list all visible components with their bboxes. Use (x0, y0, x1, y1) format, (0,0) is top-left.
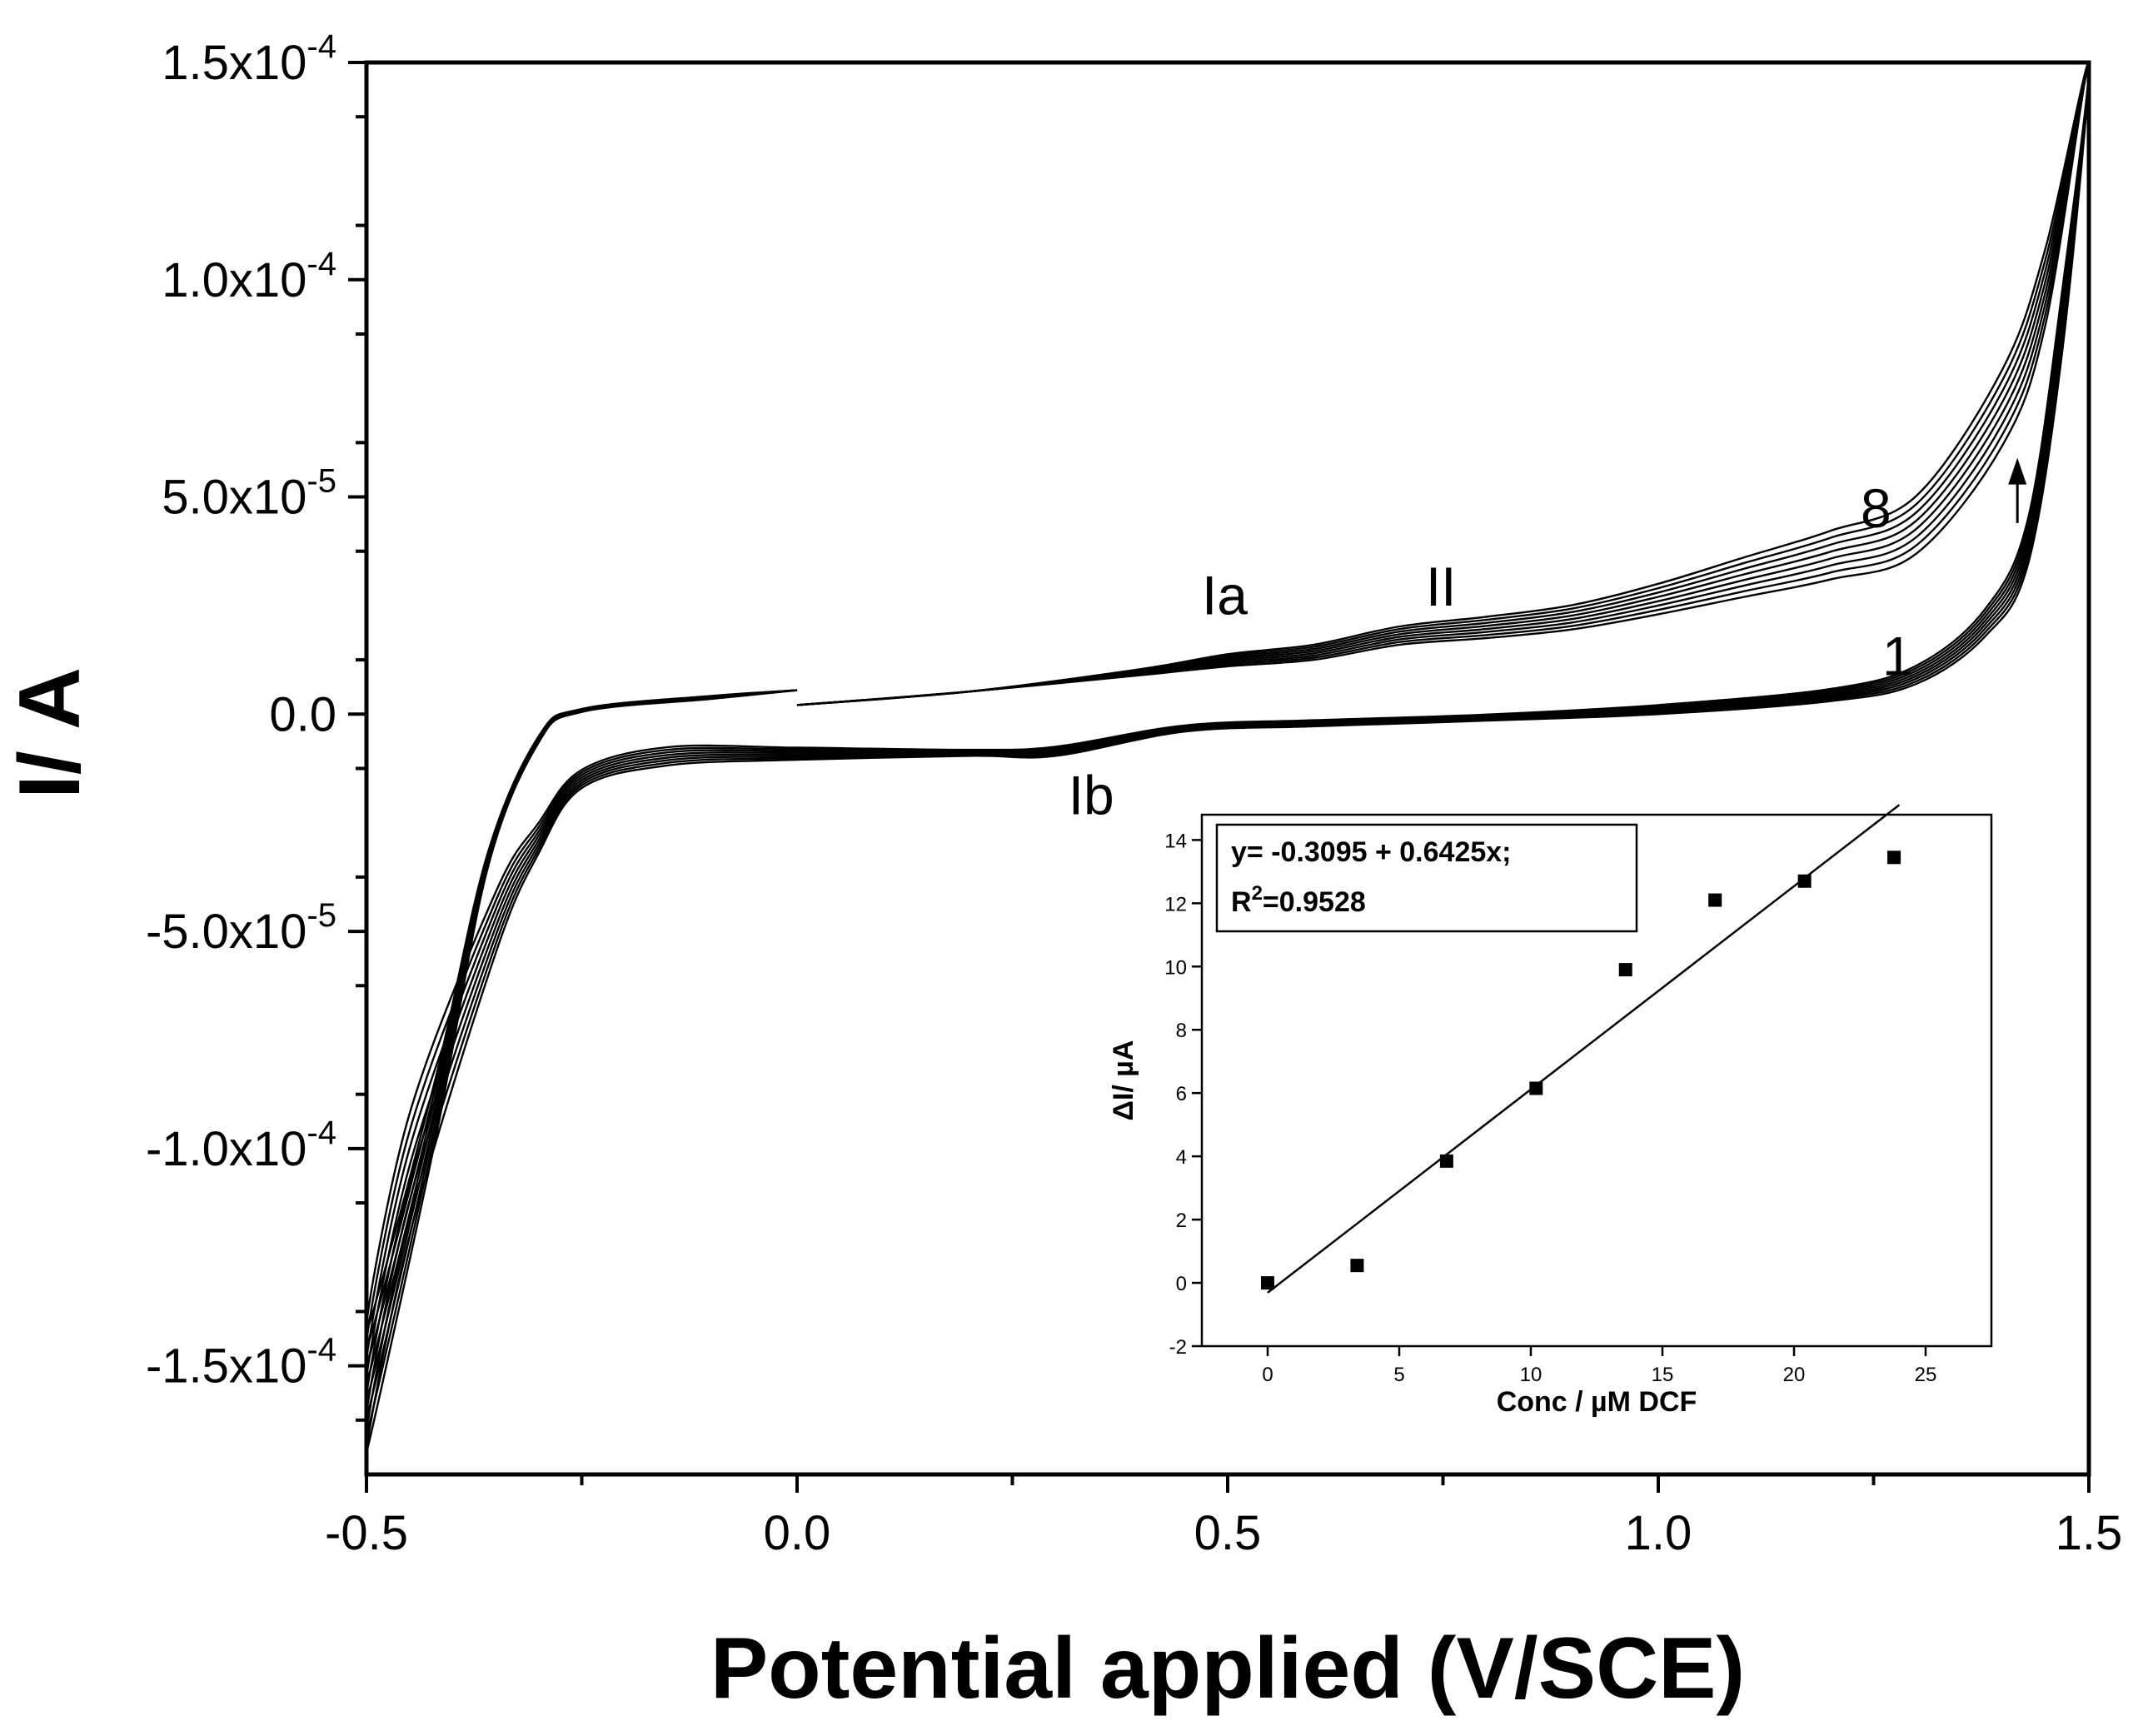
main-x-tick-label: 0.0 (764, 1506, 831, 1560)
main-y-tick-label: -1.5x10-4 (146, 1332, 336, 1394)
inset-x-tick-label: 20 (1783, 1364, 1806, 1386)
main-x-tick-label: 1.0 (1625, 1506, 1692, 1560)
main-y-tick-label: 0.0 (269, 687, 336, 741)
peak-annotations: Ia II Ib 8 1 (1069, 477, 1913, 826)
main-y-tick-exponent: -4 (307, 246, 336, 282)
main-x-axis-title: Potential applied (V/SCE) (710, 1620, 1745, 1717)
main-y-tick-mantissa: 1.0x10 (162, 253, 307, 307)
inset-x-tick-label: 10 (1520, 1364, 1542, 1386)
r-squared: R2=0.9528 (1231, 882, 1366, 918)
inset-x-axis-title: Conc / µM DCF (1497, 1386, 1697, 1418)
main-y-tick-mantissa: -1.0x10 (146, 1122, 307, 1176)
inset-y-tick-label: 2 (1176, 1210, 1187, 1232)
main-chart: -0.5 0.0 0.5 1.0 1.5 1.5x10-41.0x10-45.0x10-… (2, 28, 2122, 1717)
main-y-tick-mantissa: 0.0 (269, 687, 336, 741)
inset-data-point (1708, 893, 1722, 907)
inset-y-tick-label: 4 (1176, 1146, 1187, 1169)
inset-data-points (1261, 851, 1901, 1290)
inset-y-tick-label: 12 (1164, 893, 1187, 915)
inset-x-ticks: 0 5 10 15 20 25 (1262, 1346, 1936, 1386)
main-y-tick-mantissa: 5.0x10 (162, 471, 307, 525)
equation-box-frame (1215, 823, 1638, 933)
inset-y-tick-label: 14 (1164, 830, 1187, 852)
main-y-tick-exponent: -5 (307, 897, 336, 934)
inset-y-tick-label: 0 (1176, 1273, 1187, 1295)
equation-box: y= -0.3095 + 0.6425x; R2=0.9528 (1215, 823, 1638, 933)
inset-y-tick-label: 10 (1164, 956, 1187, 979)
main-x-ticks: -0.5 0.0 0.5 1.0 1.5 (325, 1474, 2122, 1560)
inset-x-tick-label: 5 (1393, 1364, 1404, 1386)
inset-y-tick-label: -2 (1169, 1336, 1187, 1359)
main-y-tick-label: 1.0x10-4 (162, 246, 336, 307)
inset-y-tick-label: 8 (1176, 1020, 1187, 1042)
annotation-label: Ib (1069, 764, 1114, 826)
inset-data-point (1350, 1259, 1364, 1273)
main-y-tick-exponent: -5 (307, 463, 336, 500)
annotation-label: Ia (1202, 564, 1248, 626)
main-y-axis-title: I/ A (2, 667, 98, 799)
r-squared-exponent: 2 (1252, 882, 1263, 905)
main-y-tick-exponent: -4 (307, 28, 336, 65)
main-y-tick-exponent: -4 (307, 1332, 336, 1369)
main-x-tick-label: 0.5 (1194, 1506, 1262, 1560)
r-squared-base: R (1231, 886, 1252, 918)
main-x-tick-label: -0.5 (325, 1506, 408, 1560)
cycle-arrow-icon (2008, 457, 2027, 485)
inset-x-tick-label: 25 (1915, 1364, 1937, 1386)
inset-x-tick-label: 0 (1262, 1364, 1273, 1386)
inset-data-point (1261, 1276, 1274, 1290)
annotation-label: II (1426, 556, 1457, 617)
main-y-tick-exponent: -4 (307, 1115, 336, 1151)
inset-data-point (1797, 874, 1812, 888)
inset-data-point (1529, 1081, 1543, 1095)
main-x-tick-label: 1.5 (2056, 1506, 2123, 1560)
fit-equation: y= -0.3095 + 0.6425x; (1231, 836, 1512, 868)
inset-x-tick-label: 15 (1652, 1364, 1674, 1386)
inset-fit-line (1267, 804, 1901, 1294)
inset-data-point (1439, 1154, 1453, 1168)
annotation-label: 8 (1861, 477, 1891, 539)
main-y-tick-mantissa: -1.5x10 (146, 1339, 307, 1394)
main-y-tick-label: -5.0x10-5 (146, 897, 336, 959)
r-squared-value: =0.9528 (1263, 886, 1366, 918)
main-y-tick-label: 1.5x10-4 (162, 28, 336, 90)
main-y-tick-mantissa: -5.0x10 (146, 905, 307, 959)
main-y-ticks: 1.5x10-41.0x10-45.0x10-50.0-5.0x10-5-1.0… (146, 28, 366, 1422)
main-y-tick-label: -1.0x10-4 (146, 1115, 336, 1176)
inset-y-ticks: -2 0 2 4 6 8 10 12 14 (1164, 830, 1202, 1359)
main-y-tick-mantissa: 1.5x10 (162, 36, 307, 90)
inset-chart: 0 5 10 15 20 25 -2 0 2 4 6 8 10 12 14 y= -0.3095 + 0.… (1108, 795, 2032, 1418)
inset-data-point (1618, 963, 1632, 977)
inset-y-axis-title: ΔI/ µA (1108, 1040, 1139, 1121)
main-y-tick-label: 5.0x10-5 (162, 463, 336, 525)
annotation-label: 1 (1882, 625, 1913, 686)
inset-plot-frame (1200, 813, 1993, 1348)
inset-data-point (1887, 851, 1901, 865)
inset-y-tick-label: 6 (1176, 1083, 1187, 1105)
